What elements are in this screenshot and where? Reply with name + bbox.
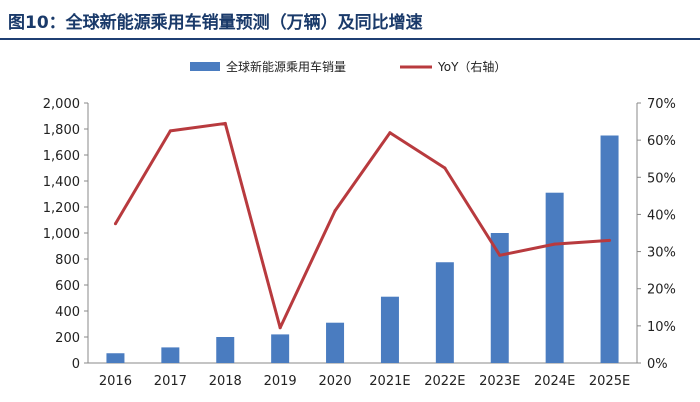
line-series [113,121,612,330]
y-right-tick-label: 20% [647,283,676,298]
x-tick-label: 2019 [264,374,297,389]
yoy-line [114,121,610,330]
y-right-tick-label: 50% [647,171,676,186]
y-right-tick-label: 30% [647,246,676,261]
y-right-tick-label: 0% [647,357,668,372]
x-tick-label: 2021E [369,374,410,389]
figure-header: 图10：全球新能源乘用车销量预测（万辆）及同比增速 [0,0,700,40]
y-right-tick-label: 60% [647,134,676,149]
yoy-point [333,209,337,213]
yoy-point [443,166,447,170]
y-right-tick-label: 10% [647,320,676,335]
bar [106,353,125,363]
x-tick-label: 2017 [154,374,187,389]
y-left-tick-label: 0 [72,357,80,372]
y-left-tick-label: 1,000 [43,227,80,242]
bar [271,334,290,363]
title-rule [0,38,700,40]
y-left-tick-label: 1,600 [43,149,80,164]
x-tick-label: 2024E [534,374,575,389]
y-left-tick-label: 400 [55,305,80,320]
x-tick-label: 2025E [589,374,630,389]
bar-series [106,135,619,363]
yoy-point [553,242,557,246]
bar [380,296,399,363]
yoy-point [498,253,502,257]
legend-bar-label: 全球新能源乘用车销量 [226,59,346,74]
y-right-tick-label: 70% [647,97,676,112]
bar [326,322,345,363]
yoy-point [388,131,392,135]
bar [600,135,619,363]
y-left-tick-label: 1,200 [43,201,80,216]
y-left-tick-label: 600 [55,279,80,294]
y-left-tick-label: 200 [55,331,80,346]
legend: 全球新能源乘用车销量 YoY（右轴） [190,59,506,74]
y-right-tick-labels: 0% 10% 20% 30% 40% 50% 60% 70% [637,97,676,372]
yoy-point [168,129,172,133]
x-tick-label: 2016 [99,374,132,389]
bar [545,192,564,363]
y-left-tick-label: 1,800 [43,123,80,138]
x-tick-label: 2022E [424,374,465,389]
bar [161,347,180,363]
x-tick-label: 2023E [479,374,520,389]
bar [435,262,454,363]
bar [490,233,509,363]
bar [216,337,235,363]
y-left-tick-label: 800 [55,253,80,268]
figure-title: 图10：全球新能源乘用车销量预测（万辆）及同比增速 [8,13,423,33]
y-left-tick-label: 1,400 [43,175,80,190]
legend-bar-swatch [190,62,220,71]
yoy-point [113,222,117,226]
y-right-tick-label: 40% [647,208,676,223]
yoy-point [278,326,282,330]
x-tick-label: 2018 [209,374,242,389]
x-tick-label: 2020 [319,374,352,389]
x-tick-labels: 2016 2017 2018 2019 2020 2021E 2022E 2023E 2024E… [99,374,630,389]
y-left-tick-labels: 0 200 400 600 800 1,000 1,200 1,400 1,600 1,800 2,… [43,97,88,372]
y-left-tick-label: 2,000 [43,97,80,112]
legend-line-label: YoY（右轴） [437,59,506,74]
yoy-point [608,238,612,242]
yoy-point [223,121,227,125]
